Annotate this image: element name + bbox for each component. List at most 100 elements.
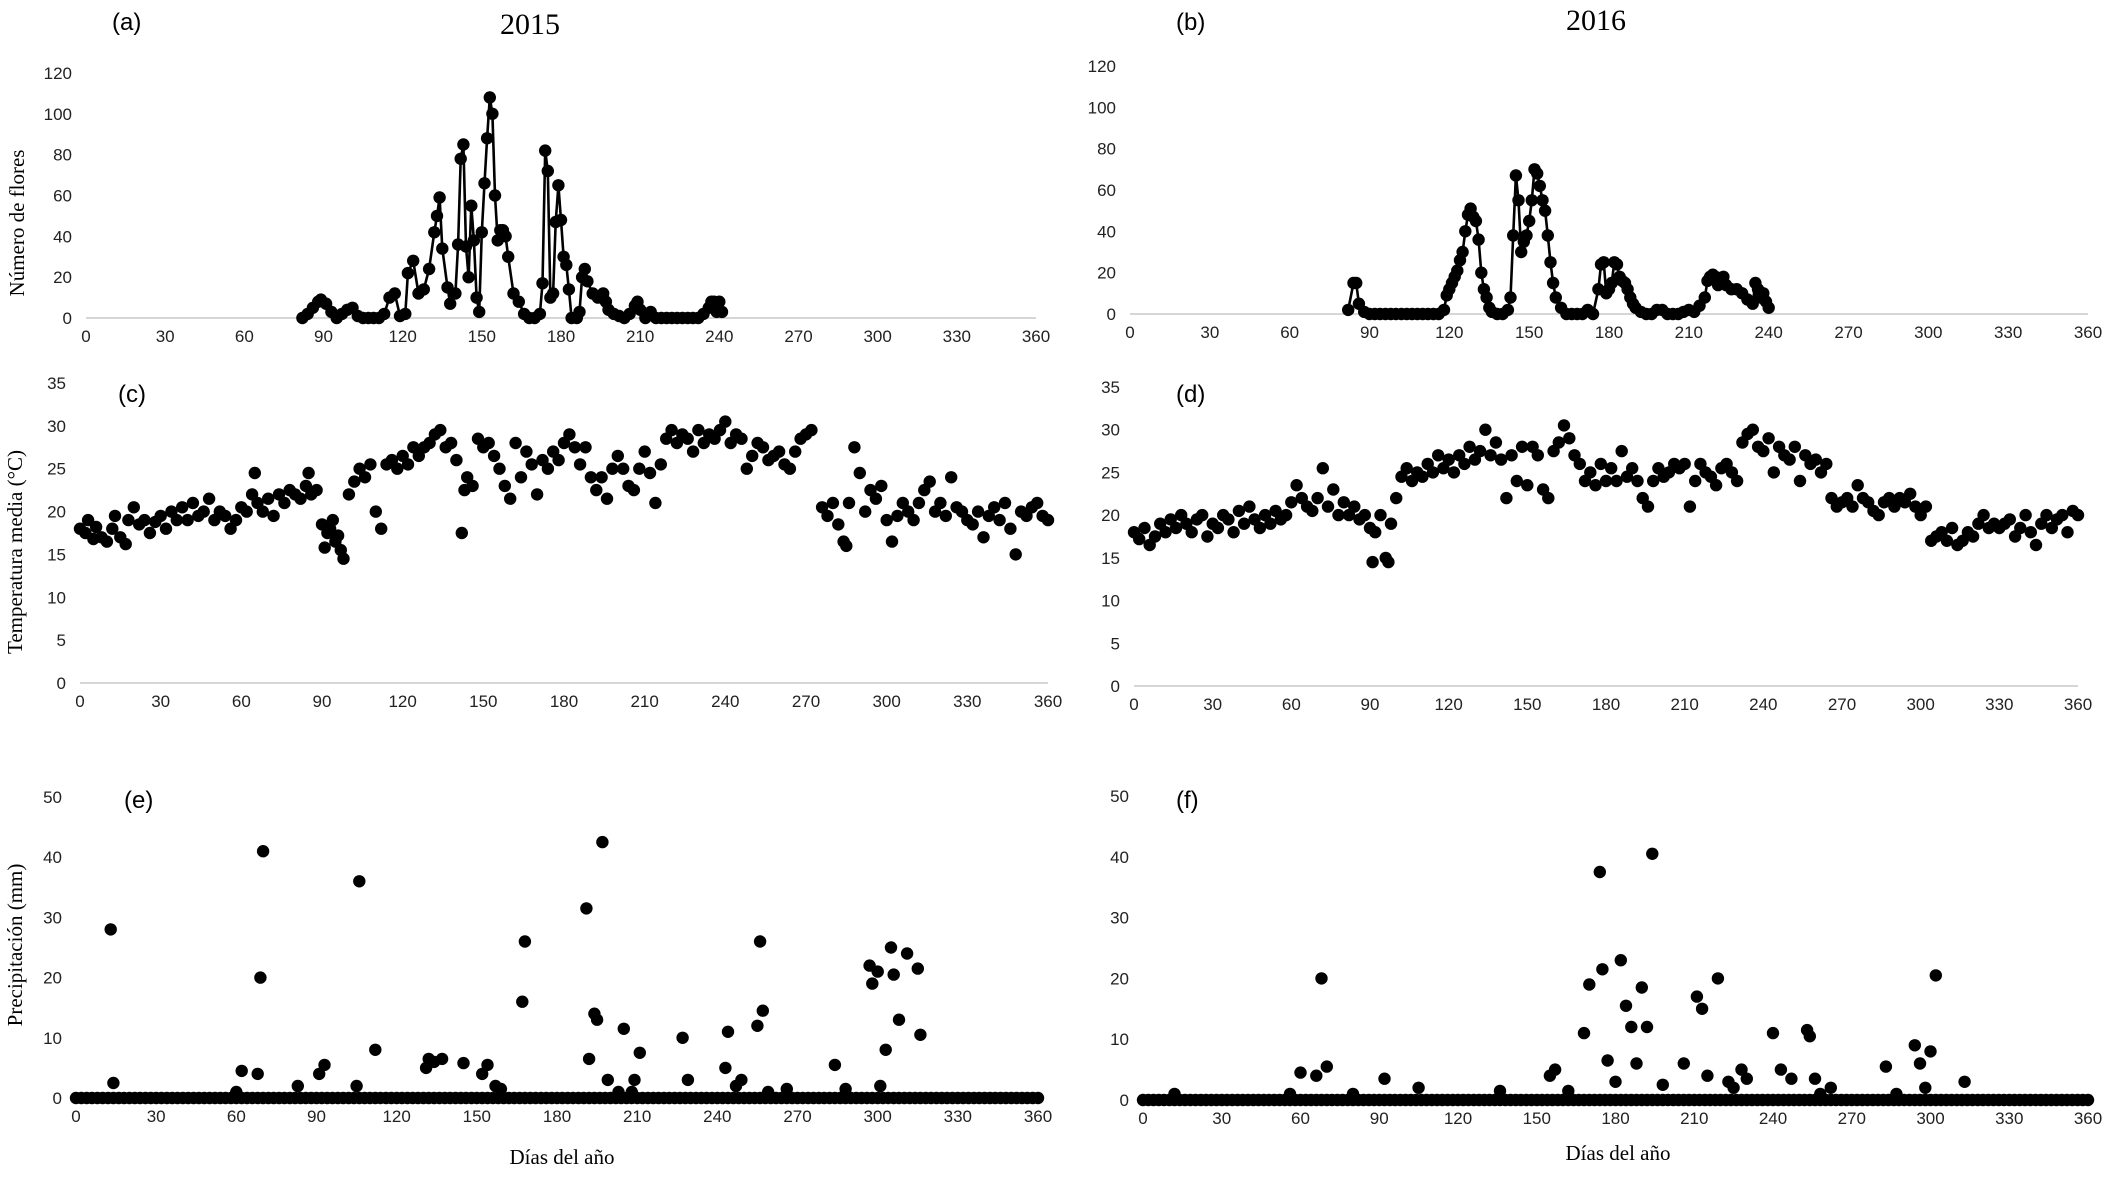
- x-tick-label: 240: [705, 327, 733, 346]
- data-point: [1641, 500, 1655, 513]
- data-point: [1489, 436, 1503, 449]
- data-point: [481, 1058, 494, 1072]
- data-point: [582, 1052, 596, 1066]
- x-tick-label: 150: [1523, 1109, 1551, 1128]
- data-point: [1315, 972, 1328, 985]
- data-point: [1185, 526, 1198, 539]
- y-tick-label: 0: [1107, 305, 1116, 324]
- data-point: [170, 513, 183, 527]
- x-tick-label: 180: [1601, 1109, 1629, 1128]
- x-tick-label: 180: [1595, 323, 1623, 342]
- data-point: [541, 164, 554, 178]
- data-point: [1520, 229, 1533, 242]
- data-point: [1785, 1072, 1798, 1085]
- data-point: [628, 1073, 641, 1087]
- data-point: [1783, 453, 1796, 466]
- data-point: [1689, 474, 1702, 488]
- data-point: [617, 462, 630, 475]
- data-point: [331, 529, 345, 542]
- data-point: [1500, 491, 1513, 505]
- data-point: [1475, 266, 1488, 279]
- data-point: [1589, 479, 1602, 492]
- data-point: [885, 535, 899, 548]
- data-point: [502, 250, 515, 263]
- x-tick-label: 270: [1838, 1109, 1866, 1128]
- y-tick-label: 20: [43, 969, 62, 988]
- y-tick-label: 0: [1120, 1091, 1129, 1110]
- data-point: [2024, 526, 2038, 539]
- x-tick-label: 300: [1914, 323, 1942, 342]
- data-point: [740, 462, 753, 475]
- x-tick-label: 180: [550, 692, 578, 711]
- data-point: [100, 535, 114, 548]
- data-point: [911, 962, 924, 975]
- data-point: [473, 305, 486, 319]
- data-point: [1851, 479, 1864, 492]
- data-point: [256, 505, 269, 518]
- x-tick-label: 150: [469, 692, 497, 711]
- data-point: [907, 513, 920, 527]
- data-point: [869, 492, 883, 505]
- data-point: [457, 138, 470, 151]
- data-point: [470, 291, 483, 304]
- data-point: [1531, 167, 1544, 180]
- data-point: [1619, 999, 1633, 1012]
- data-point: [1525, 194, 1539, 207]
- data-point: [1459, 225, 1472, 238]
- data-point: [1908, 1039, 1922, 1052]
- data-point: [1201, 530, 1214, 543]
- data-point: [1512, 194, 1525, 207]
- data-point: [1327, 483, 1340, 496]
- x-tick-label: 210: [1670, 695, 1698, 714]
- y-tick-label: 0: [57, 674, 66, 693]
- data-point: [219, 509, 232, 523]
- data-point: [1521, 479, 1534, 492]
- data-point: [805, 423, 818, 437]
- data-point: [1159, 526, 1172, 539]
- data-point: [1320, 1060, 1334, 1073]
- data-point: [560, 258, 573, 272]
- data-point: [1227, 526, 1240, 539]
- data-point: [1626, 462, 1639, 475]
- data-point: [839, 1082, 852, 1096]
- plot-a-flowers-2015: 0 30 60 90 120 150 180 210 240 270 300 330 360 0 20 40 6…: [44, 64, 1051, 346]
- data-point: [1041, 513, 1055, 527]
- data-point: [1501, 303, 1515, 317]
- data-point: [1709, 479, 1723, 492]
- data-point: [313, 1067, 326, 1081]
- data-point: [584, 471, 598, 484]
- data-point: [1211, 521, 1225, 535]
- y-tick-label: 20: [47, 503, 66, 522]
- y-tick-label: 40: [43, 848, 62, 867]
- data-point: [154, 509, 167, 523]
- data-point: [1004, 522, 1017, 535]
- data-point: [887, 968, 900, 981]
- data-point: [1793, 474, 1807, 488]
- data-point: [1730, 474, 1744, 488]
- data-point: [1872, 508, 1885, 522]
- data-point: [1332, 508, 1345, 522]
- data-point: [1009, 548, 1022, 561]
- data-point: [649, 496, 662, 510]
- data-point: [488, 189, 502, 202]
- data-point: [449, 287, 462, 300]
- data-point: [428, 226, 441, 239]
- data-point: [480, 132, 494, 145]
- x-tick-label: 90: [313, 692, 332, 711]
- data-point: [1746, 423, 1760, 436]
- data-point: [444, 436, 458, 450]
- data-point: [573, 458, 587, 471]
- data-point: [107, 1076, 120, 1090]
- x-tick-label: 300: [1906, 695, 1934, 714]
- data-point: [1416, 470, 1429, 483]
- data-point: [399, 307, 412, 321]
- data-point: [482, 436, 495, 450]
- data-point: [1809, 453, 1823, 466]
- data-point: [433, 191, 446, 204]
- data-point: [633, 1046, 646, 1060]
- data-point: [318, 1058, 331, 1072]
- data-point: [1924, 1045, 1937, 1058]
- data-point: [1605, 462, 1618, 475]
- plot-d-temperature-2016: 0 30 60 90 120 150 180 210 240 270 300 330 360 0 5 10 15…: [1101, 378, 2092, 714]
- y-tick-label: 5: [57, 631, 66, 650]
